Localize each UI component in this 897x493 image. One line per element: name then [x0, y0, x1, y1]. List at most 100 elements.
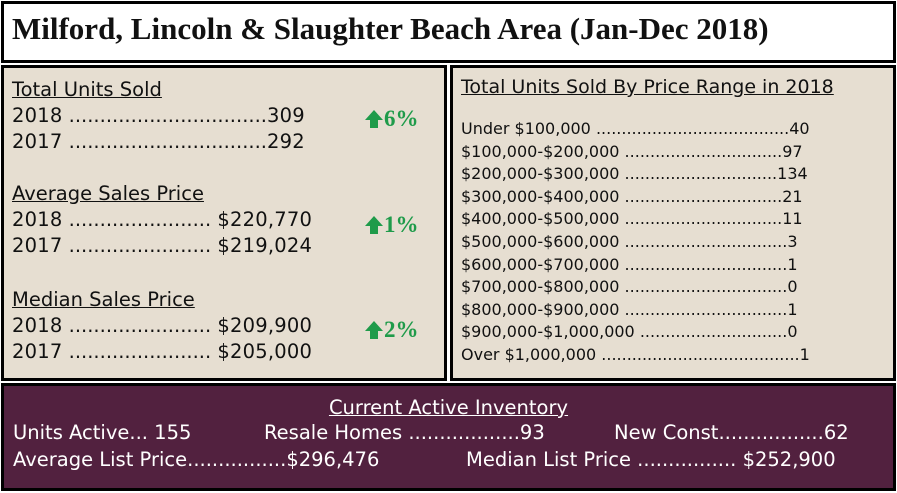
range-dots: ................................ [619, 231, 788, 251]
median-list-dots: ................ [630, 448, 743, 471]
units-active: Units Active... 155 [13, 421, 191, 444]
list-item: $400,000-$500,000 ......................… [461, 208, 810, 231]
range-label: $700,000-$800,000 [461, 277, 620, 297]
avg-list-value: $296,476 [286, 448, 380, 471]
median-list-price: Median List Price ................ $252,… [466, 448, 836, 471]
avg-list-dots: ................ [187, 448, 287, 471]
row-year: 2018 [12, 104, 63, 127]
new-const-label: New Const [614, 421, 719, 444]
row-value: $209,900 [217, 314, 313, 337]
resale-homes: Resale Homes ..................93 [264, 421, 545, 444]
list-item: Over $1,000,000 ........................… [461, 344, 810, 367]
range-label: $800,000-$900,000 [461, 299, 620, 319]
range-dots: ................................ [619, 254, 788, 274]
list-item: $800,000-$900,000 ......................… [461, 299, 810, 322]
range-dots: ....................................... [596, 344, 800, 364]
stat-row-2017: 2017 ....................... $219,024 [12, 233, 312, 259]
change-value: 6% [384, 106, 419, 131]
range-count: 1 [799, 344, 810, 364]
row-dots: ....................... [62, 234, 218, 257]
list-item: $300,000-$400,000 ......................… [461, 186, 810, 209]
range-count: 0 [787, 277, 798, 297]
range-label: $900,000-$1,000,000 [461, 322, 635, 342]
range-count: 21 [782, 186, 803, 206]
list-item: Under $100,000 .........................… [461, 118, 810, 141]
list-item: $600,000-$700,000 ......................… [461, 254, 810, 277]
range-label: Over $1,000,000 [461, 344, 597, 364]
up-arrow-icon [365, 216, 383, 234]
range-dots: ............................... [619, 209, 783, 229]
new-const-dots: ................. [718, 421, 824, 444]
row-year: 2018 [12, 208, 63, 231]
range-count: 1 [787, 299, 798, 319]
section-title: Total Units Sold [12, 78, 162, 101]
row-value: $220,770 [217, 208, 313, 231]
price-range-list: Under $100,000 .........................… [461, 118, 810, 367]
range-dots: ............................... [619, 186, 783, 206]
active-inventory-panel: Current Active Inventory Units Active...… [1, 383, 896, 491]
range-label: $100,000-$200,000 [461, 141, 620, 161]
range-count: 3 [787, 231, 798, 251]
report-title-text: Milford, Lincoln & Slaughter Beach Area … [12, 11, 769, 46]
list-item: $200,000-$300,000 ......................… [461, 163, 810, 186]
average-list-price: Average List Price................$296,4… [13, 448, 379, 471]
row-dots: ................................ [62, 130, 267, 153]
row-year: 2018 [12, 314, 63, 337]
row-dots: ....................... [62, 208, 218, 231]
row-value: 292 [267, 130, 305, 153]
row-dots: ....................... [62, 340, 218, 363]
resale-homes-value: 93 [519, 421, 545, 444]
row-year: 2017 [12, 130, 63, 153]
range-dots: ............................. [634, 322, 788, 342]
median-price-change: 2% [364, 317, 419, 343]
range-dots: ............................... [619, 141, 783, 161]
median-list-value: $252,900 [742, 448, 836, 471]
inventory-title: Current Active Inventory [328, 396, 569, 419]
report-title: Milford, Lincoln & Slaughter Beach Area … [1, 1, 896, 63]
total-units-change: 6% [364, 106, 419, 132]
resale-homes-dots: .................. [402, 421, 520, 444]
units-active-value: 155 [154, 421, 192, 444]
sales-summary-panel: Total Units Sold 2018 ..................… [1, 65, 447, 381]
section-title: Median Sales Price [12, 288, 195, 311]
range-count: 40 [789, 119, 810, 138]
average-price-change: 1% [364, 212, 419, 238]
range-label: $600,000-$700,000 [461, 254, 620, 274]
row-year: 2017 [12, 340, 63, 363]
up-arrow-icon [365, 110, 383, 128]
new-const-value: 62 [823, 421, 849, 444]
list-item: $900,000-$1,000,000 ....................… [461, 321, 810, 344]
median-sales-price-section: Median Sales Price 2018 ................… [12, 287, 312, 365]
range-label: $500,000-$600,000 [461, 231, 620, 251]
change-value: 1% [384, 212, 419, 237]
stat-row-2018: 2018 ....................... $209,900 [12, 313, 312, 339]
range-count: 97 [782, 141, 803, 161]
new-construction: New Const.................62 [614, 421, 849, 444]
row-dots: ....................... [62, 314, 218, 337]
range-label: $300,000-$400,000 [461, 186, 620, 206]
price-range-panel: Total Units Sold By Price Range in 2018 … [450, 65, 896, 381]
section-title: Average Sales Price [12, 182, 204, 205]
median-list-label: Median List Price [466, 448, 631, 471]
stat-row-2017: 2017 ................................292 [12, 129, 305, 155]
range-label: Under $100,000 [461, 119, 591, 138]
row-value: $219,024 [217, 234, 313, 257]
list-item: $100,000-$200,000 ......................… [461, 141, 810, 164]
range-count: 1 [787, 254, 798, 274]
range-count: 134 [777, 164, 808, 184]
resale-homes-label: Resale Homes [264, 421, 403, 444]
change-value: 2% [384, 317, 419, 342]
row-year: 2017 [12, 234, 63, 257]
range-dots: .............................. [619, 164, 778, 184]
units-active-dots: ... [129, 421, 155, 444]
stat-row-2017: 2017 ....................... $205,000 [12, 339, 312, 365]
stat-row-2018: 2018 ....................... $220,770 [12, 207, 312, 233]
range-count: 0 [787, 322, 798, 342]
list-item: $700,000-$800,000 ......................… [461, 276, 810, 299]
up-arrow-icon [365, 321, 383, 339]
row-value: 309 [267, 104, 305, 127]
range-label: $200,000-$300,000 [461, 164, 620, 184]
range-dots: ...................................... [590, 119, 790, 138]
range-dots: ................................ [619, 299, 788, 319]
units-active-label: Units Active [13, 421, 130, 444]
